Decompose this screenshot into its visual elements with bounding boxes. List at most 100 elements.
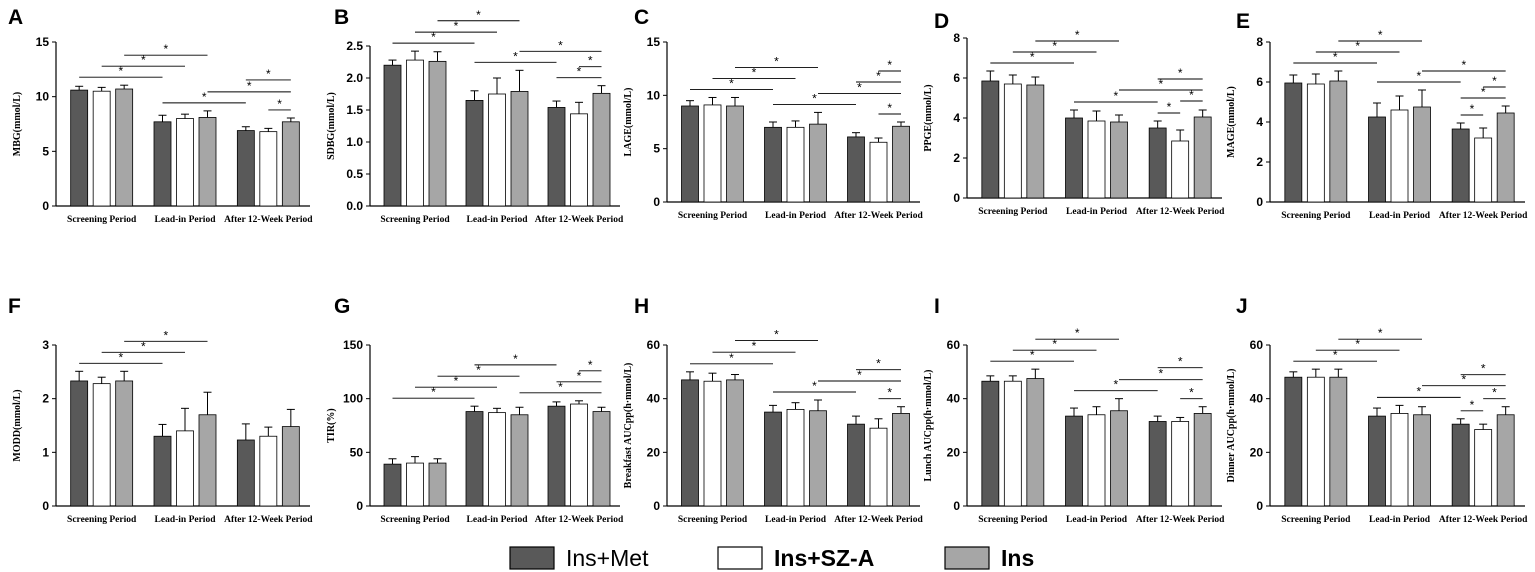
- x-tick-label: Screening Period: [1281, 515, 1351, 525]
- y-axis-label: SDBG(mmol/L): [326, 92, 337, 160]
- x-tick-label: Lead-in Period: [1369, 515, 1431, 525]
- bar-ins: [1496, 414, 1515, 507]
- bar-ins: [1193, 413, 1212, 507]
- significance-star: *: [577, 369, 582, 383]
- bar-ins-met: [153, 435, 172, 507]
- x-tick-label: After 12-Week Period: [535, 215, 624, 225]
- bar-ins-met: [236, 439, 255, 507]
- x-tick-label: After 12-Week Period: [1439, 211, 1528, 221]
- bar-ins-met: [383, 64, 402, 207]
- bar-ins: [510, 414, 529, 507]
- bar-ins-met: [847, 423, 865, 507]
- bar-ins: [809, 410, 827, 507]
- significance-star: *: [476, 363, 481, 377]
- y-tick-label: 0: [42, 199, 49, 213]
- significance-star: *: [1052, 337, 1057, 351]
- significance-star: *: [141, 53, 146, 67]
- chart-panel-b: B SDBG(mmol/L) 0.0 0.5 1.0 1.5 2.0 2.5 Screening…: [326, 6, 624, 225]
- panel-letter: H: [634, 295, 649, 318]
- significance-star: *: [141, 339, 146, 353]
- significance-star: *: [1481, 362, 1486, 376]
- x-tick-label: Lead-in Period: [1066, 207, 1128, 217]
- legend: Ins+Met Ins+SZ-A Ins: [509, 545, 1034, 571]
- bar-ins: [726, 105, 744, 203]
- significance-star: *: [887, 386, 892, 400]
- bar-ins-sz-a: [1171, 140, 1190, 199]
- bar-ins: [115, 380, 134, 507]
- significance-star: *: [1075, 28, 1080, 42]
- bar-ins-sz-a: [869, 427, 888, 507]
- y-tick-label: 0: [953, 191, 960, 205]
- y-tick-label: 0: [953, 499, 960, 513]
- y-tick-label: 8: [953, 31, 960, 45]
- y-axis-label: MBG(mmol/L): [12, 92, 23, 156]
- bar-ins: [510, 91, 529, 207]
- bar-ins: [1496, 112, 1515, 203]
- y-tick-label: 40: [647, 392, 661, 406]
- y-tick-label: 20: [647, 445, 661, 459]
- significance-star: *: [513, 49, 518, 63]
- x-tick-label: Screening Period: [978, 515, 1048, 525]
- y-tick-label: 0.0: [346, 199, 363, 213]
- y-tick-label: 0: [653, 195, 660, 209]
- bar-ins-sz-a: [176, 118, 194, 207]
- significance-star: *: [1189, 88, 1194, 102]
- significance-star: *: [1333, 348, 1338, 362]
- significance-star: *: [752, 65, 757, 79]
- bar-ins-sz-a: [176, 430, 194, 507]
- significance-star: *: [163, 42, 168, 56]
- y-tick-label: 150: [343, 338, 363, 352]
- bar-ins-sz-a: [1474, 429, 1493, 507]
- significance-star: *: [454, 19, 459, 33]
- x-tick-label: Screening Period: [978, 207, 1048, 217]
- significance-star: *: [558, 380, 563, 394]
- bar-ins-sz-a: [570, 403, 588, 507]
- bar-ins-met: [1451, 128, 1470, 203]
- bar-ins-sz-a: [1306, 376, 1325, 507]
- panel-letter: E: [1236, 10, 1250, 33]
- x-tick-label: Lead-in Period: [1369, 211, 1431, 221]
- y-tick-label: 6: [953, 71, 960, 85]
- y-tick-label: 15: [647, 35, 661, 49]
- y-tick-label: 15: [36, 35, 50, 49]
- bar-ins: [1026, 84, 1045, 199]
- y-tick-label: 0.5: [346, 167, 363, 181]
- significance-star: *: [887, 58, 892, 72]
- bar-ins-sz-a: [1171, 421, 1190, 507]
- bar-ins-met: [681, 379, 699, 507]
- chart-panel-g: G TIR(%) 0 50 100 150 Screening Period Lead-in …: [326, 295, 624, 525]
- significance-star: *: [1492, 74, 1497, 88]
- x-tick-label: Lead-in Period: [467, 215, 529, 225]
- bar-ins: [592, 92, 611, 207]
- x-tick-label: Lead-in Period: [1066, 515, 1128, 525]
- x-tick-label: Lead-in Period: [765, 515, 827, 525]
- bar-ins-met: [1148, 127, 1167, 199]
- significance-star: *: [774, 328, 779, 342]
- y-axis-label: LAGE(mmol/L): [623, 88, 634, 157]
- y-tick-label: 100: [343, 392, 363, 406]
- bar-ins-sz-a: [406, 59, 424, 207]
- bar-ins-sz-a: [1003, 83, 1022, 199]
- panel-letter: A: [8, 6, 23, 29]
- y-tick-label: 50: [350, 445, 364, 459]
- bar-ins-met: [465, 100, 484, 207]
- bar-ins-sz-a: [869, 141, 888, 203]
- significance-star: *: [876, 69, 881, 83]
- y-tick-label: 0: [42, 499, 49, 513]
- bar-ins-sz-a: [1306, 83, 1325, 203]
- panel-letter: G: [334, 295, 350, 318]
- chart-panel-e: E MAGE(mmol/L) 0 2 4 6 8 Screening Period Lead-i…: [1226, 10, 1528, 221]
- x-tick-label: Screening Period: [678, 211, 748, 221]
- x-tick-label: Screening Period: [678, 515, 748, 525]
- y-tick-label: 2: [953, 151, 960, 165]
- significance-star: *: [774, 54, 779, 68]
- significance-star: *: [118, 64, 123, 78]
- bar-ins-sz-a: [259, 131, 278, 207]
- chart-panel-a: A MBG(mmol/L) 0 5 10 15 Screening Period Lead-i…: [8, 6, 313, 225]
- bar-ins-met: [236, 130, 255, 207]
- significance-star: *: [729, 351, 734, 365]
- bar-ins-sz-a: [786, 408, 805, 507]
- bar-ins-met: [981, 380, 1000, 507]
- bar-ins-sz-a: [406, 462, 424, 507]
